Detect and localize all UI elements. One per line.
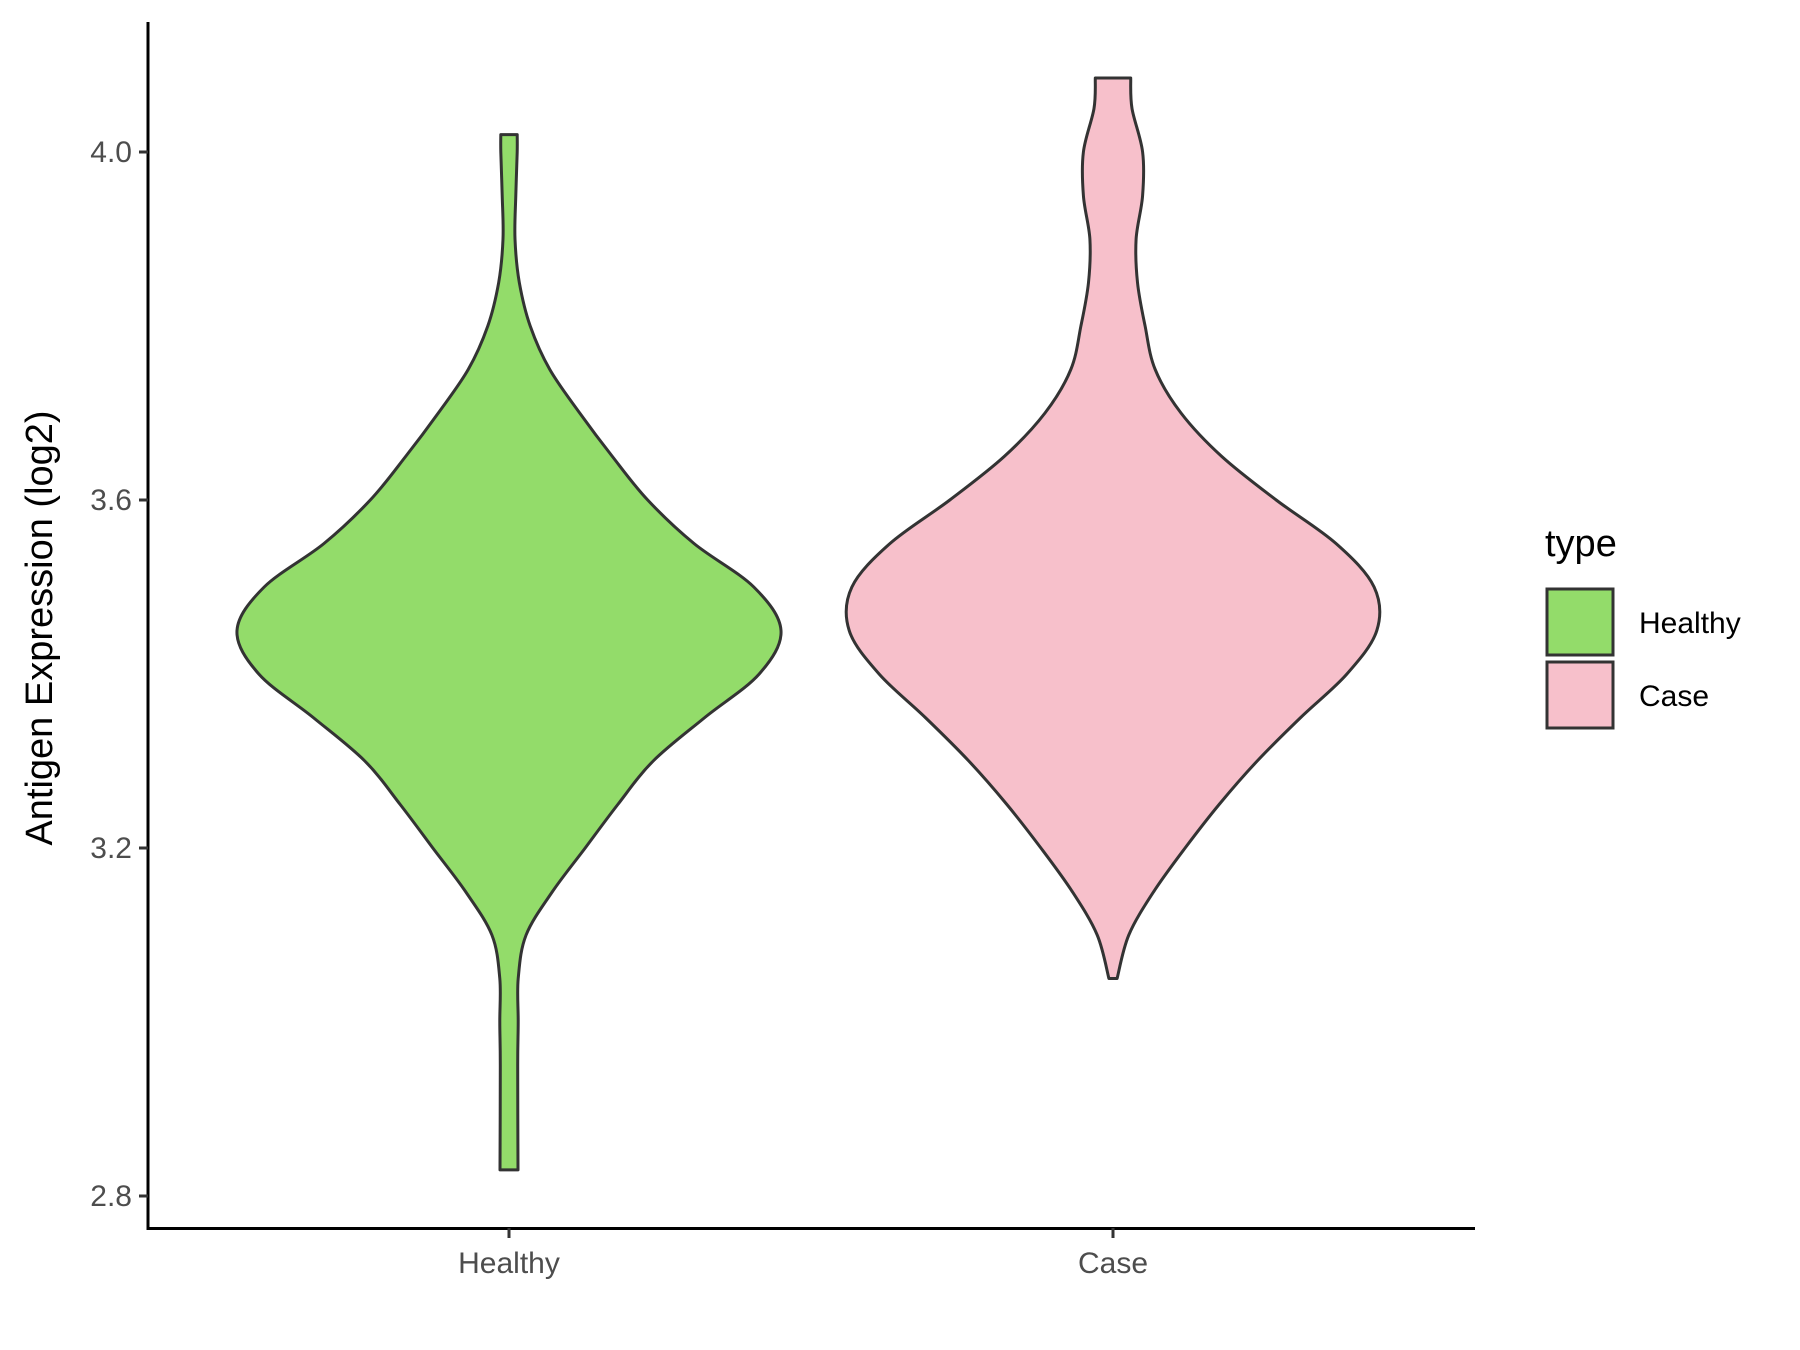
violin-healthy <box>235 133 783 1172</box>
axes-layer <box>146 22 1475 1230</box>
violin-case <box>844 76 1382 980</box>
y-tick-label: 2.8 <box>90 1180 132 1213</box>
tick-layer: 2.8 3.2 3.6 4.0 Healthy Case <box>90 136 1148 1280</box>
legend-title: type <box>1545 523 1617 565</box>
y-tick-label: 4.0 <box>90 136 132 169</box>
legend-swatch-case <box>1545 660 1615 730</box>
y-axis-title: Antigen Expression (log2) <box>19 410 61 845</box>
x-tick-label: Healthy <box>458 1247 560 1280</box>
y-tick-label: 3.2 <box>90 832 132 865</box>
y-tick-label: 3.6 <box>90 484 132 517</box>
legend-label-case: Case <box>1639 680 1709 713</box>
legend-swatch-healthy <box>1545 587 1615 657</box>
x-tick-label: Case <box>1078 1247 1148 1280</box>
legend-label-healthy: Healthy <box>1639 607 1741 640</box>
legend: type Healthy Case <box>1545 523 1741 730</box>
violin-layer <box>235 76 1382 1172</box>
